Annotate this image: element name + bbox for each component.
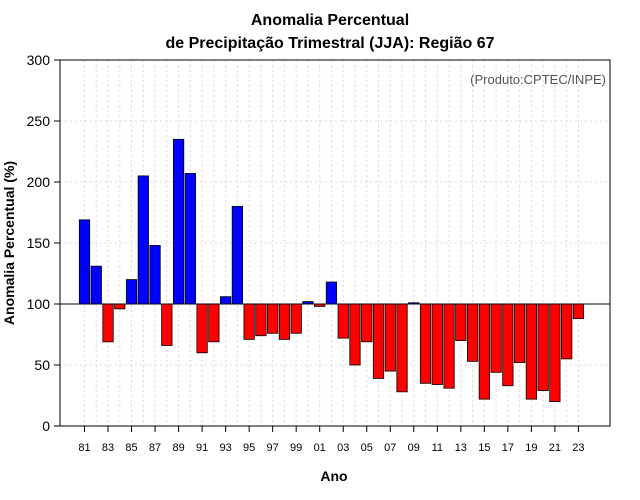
x-tick-label: 95 bbox=[243, 442, 255, 454]
bar-17 bbox=[502, 303, 514, 387]
y-axis-title: Anomalia Percentual (%) bbox=[1, 161, 17, 325]
x-tick-label: 87 bbox=[149, 442, 161, 454]
bar-04 bbox=[349, 303, 361, 366]
y-axis: 0 50 100 150 200 250 300 bbox=[27, 52, 60, 434]
x-tick-label: 85 bbox=[125, 442, 137, 454]
x-tick-label: 91 bbox=[196, 442, 208, 454]
bar-06 bbox=[372, 303, 385, 379]
x-tick-label: 11 bbox=[432, 442, 443, 454]
bar-12 bbox=[443, 303, 455, 389]
bar-87 bbox=[149, 245, 161, 305]
bar-05 bbox=[361, 303, 373, 343]
bar-15 bbox=[478, 303, 490, 400]
y-tick-label: 0 bbox=[42, 418, 50, 434]
x-tick-label: 89 bbox=[172, 442, 184, 454]
bar-85 bbox=[125, 279, 138, 305]
x-tick-label: 17 bbox=[502, 442, 514, 454]
y-tick-label: 300 bbox=[27, 52, 51, 68]
x-tick-label: 81 bbox=[78, 442, 90, 454]
x-tick-label: 03 bbox=[337, 442, 349, 454]
x-tick-label: 09 bbox=[408, 442, 420, 454]
bar-21 bbox=[549, 303, 561, 402]
x-tick-label: 01 bbox=[314, 442, 326, 454]
y-tick-label: 150 bbox=[27, 235, 51, 251]
bar-91 bbox=[196, 303, 208, 354]
bar-14 bbox=[466, 303, 479, 362]
y-tick-label: 200 bbox=[27, 174, 51, 190]
bar-11 bbox=[431, 303, 443, 385]
chart-subtitle: de Precipitação Trimestral (JJA): Região… bbox=[165, 35, 494, 52]
bar-07 bbox=[384, 303, 396, 372]
bar-86 bbox=[137, 175, 149, 305]
x-tick-label: 83 bbox=[102, 442, 114, 454]
bar-18 bbox=[514, 303, 526, 363]
bar-22 bbox=[561, 303, 573, 360]
bar-93 bbox=[220, 296, 232, 305]
bar-81 bbox=[78, 219, 91, 305]
y-tick-label: 250 bbox=[27, 113, 51, 129]
bar-02 bbox=[325, 281, 338, 305]
bar-89 bbox=[172, 138, 185, 305]
x-axis: 81 83 85 87 89 91 93 95 97 99 01 03 05 07 09 11 13 15 17 19… bbox=[78, 426, 585, 454]
bar-20 bbox=[537, 303, 549, 392]
x-tick-label: 23 bbox=[572, 442, 584, 454]
x-tick-label: 05 bbox=[361, 442, 373, 454]
bar-23 bbox=[572, 303, 585, 320]
bar-96 bbox=[255, 303, 267, 337]
bar-94 bbox=[231, 205, 243, 305]
source-annotation: (Produto:CPTEC/INPE) bbox=[470, 72, 606, 87]
bar-92 bbox=[208, 303, 220, 343]
bar-08 bbox=[396, 303, 408, 393]
y-tick-label: 100 bbox=[27, 296, 51, 312]
x-tick-label: 99 bbox=[290, 442, 302, 454]
x-tick-label: 21 bbox=[549, 442, 561, 454]
x-tick-label: 15 bbox=[478, 442, 490, 454]
bar-84 bbox=[114, 303, 126, 310]
bar-99 bbox=[290, 303, 302, 334]
x-tick-label: 93 bbox=[219, 442, 231, 454]
bar-98 bbox=[278, 303, 291, 340]
bar-16 bbox=[490, 303, 502, 373]
bar-82 bbox=[90, 265, 102, 305]
bar-03 bbox=[337, 303, 349, 339]
bar-95 bbox=[243, 303, 255, 340]
bars bbox=[78, 138, 585, 402]
bar-90 bbox=[184, 173, 196, 305]
y-tick-label: 50 bbox=[34, 357, 50, 373]
x-tick-label: 07 bbox=[384, 442, 396, 454]
x-axis-title: Ano bbox=[320, 468, 347, 484]
bar-97 bbox=[267, 303, 279, 334]
bar-19 bbox=[525, 303, 537, 400]
bar-83 bbox=[102, 303, 114, 343]
x-tick-label: 97 bbox=[267, 442, 279, 454]
x-tick-label: 19 bbox=[525, 442, 537, 454]
bar-88 bbox=[161, 303, 173, 346]
chart-title: Anomalia Percentual bbox=[251, 12, 409, 29]
bar-10 bbox=[419, 303, 432, 384]
x-tick-label: 13 bbox=[455, 442, 467, 454]
bar-13 bbox=[455, 303, 467, 341]
